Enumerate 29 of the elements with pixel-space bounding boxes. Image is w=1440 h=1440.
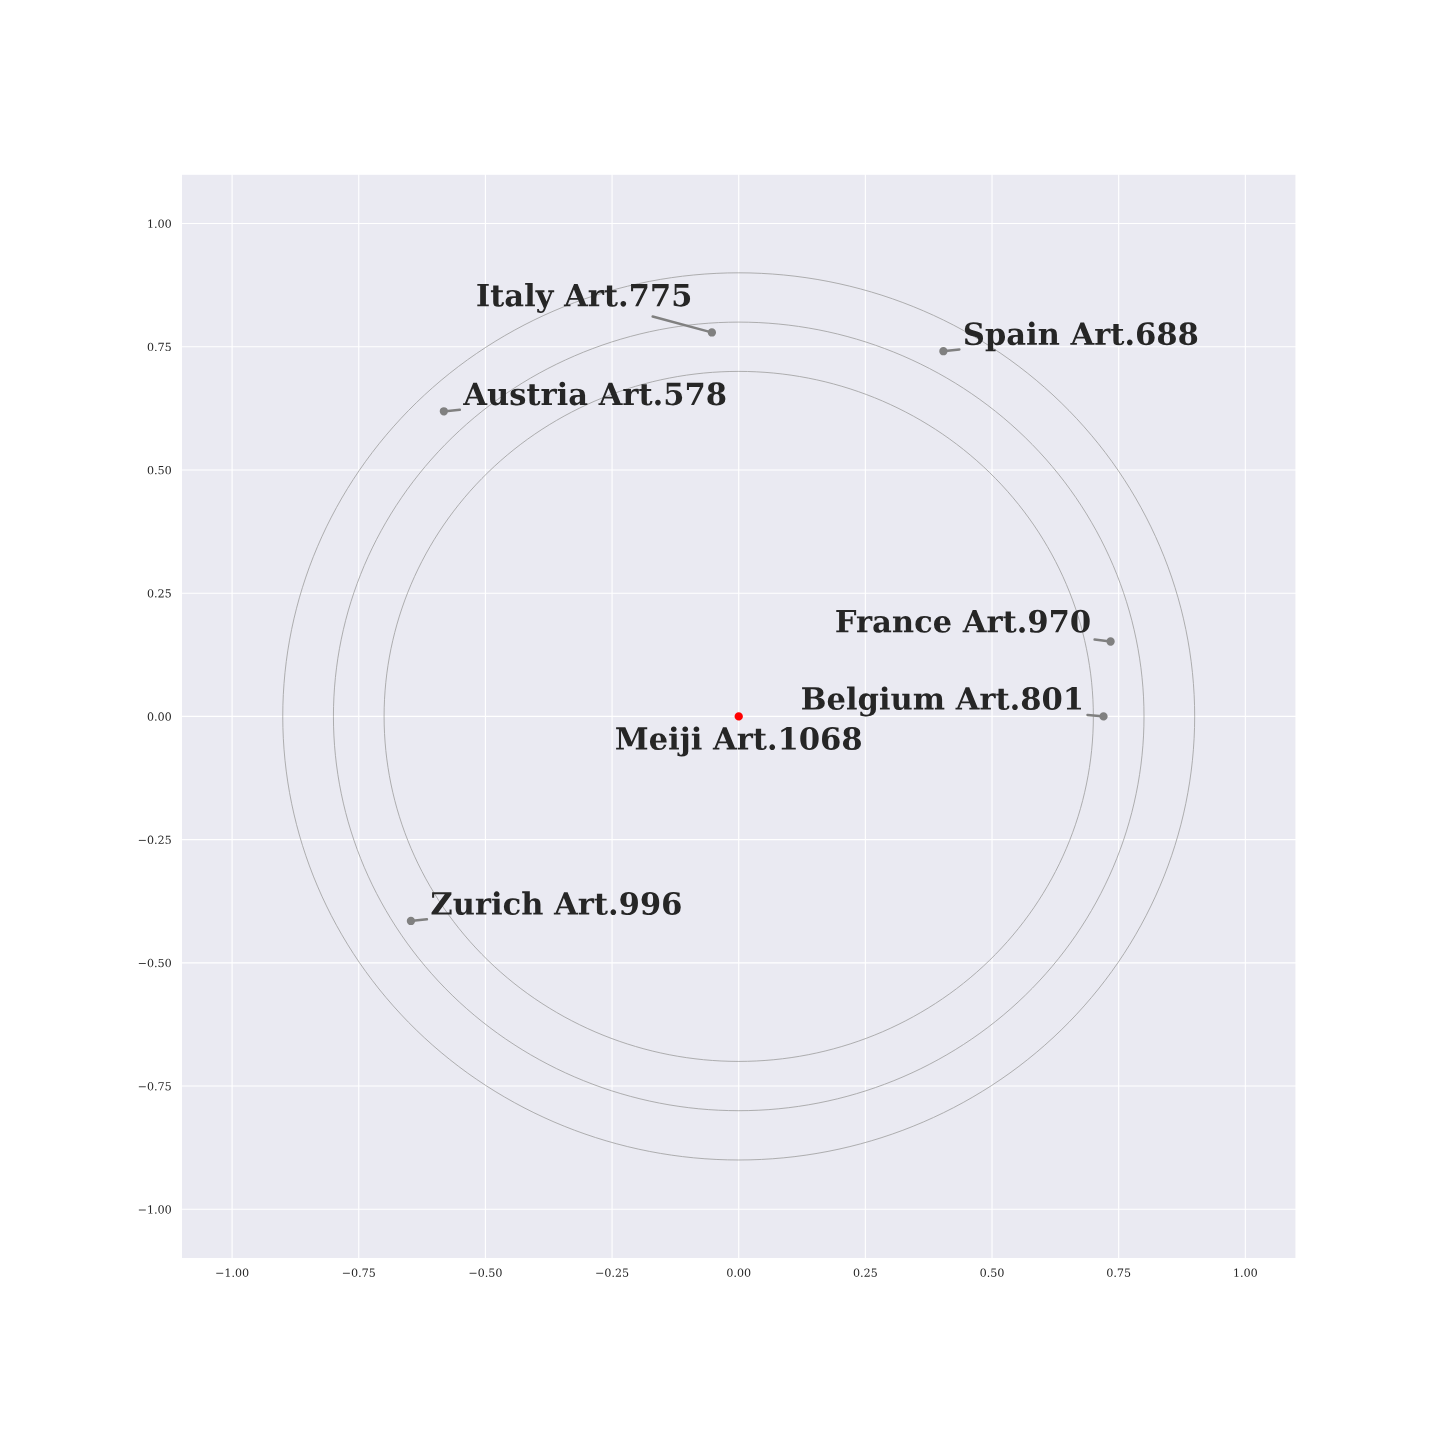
x-tick-label: −0.75 [342, 1268, 375, 1277]
y-tick-label: 1.00 [148, 219, 171, 228]
point [439, 407, 449, 416]
y-tick-label: 0.25 [147, 589, 171, 598]
y-tick-label: 0.00 [147, 712, 171, 721]
annotation: Italy Art.775 [477, 283, 691, 314]
x-tick-label: 1.00 [1234, 1268, 1257, 1277]
annotation: Belgium Art.801 [802, 686, 1081, 717]
x-tick-label: −0.50 [469, 1268, 502, 1277]
y-tick-label: 0.50 [147, 465, 171, 475]
annotation: Austria Art.578 [463, 381, 726, 406]
x-tick-label: 0.00 [727, 1268, 751, 1277]
y-tick-label: −0.75 [138, 1082, 171, 1091]
annotation: Meiji Art.1068 [616, 726, 861, 757]
y-tick-label: 0.75 [147, 342, 171, 352]
annotation: Zurich Art.996 [431, 891, 681, 916]
x-tick-label: −0.25 [596, 1268, 629, 1277]
x-tick-label: 0.75 [1107, 1268, 1131, 1277]
annotation: Spain Art.688 [964, 321, 1198, 352]
point [1099, 712, 1108, 721]
y-tick-label: −0.25 [138, 835, 171, 844]
y-tick-label: −1.00 [138, 1205, 171, 1214]
x-tick-label: −1.00 [216, 1268, 249, 1277]
x-tick-label: 0.25 [853, 1268, 877, 1277]
x-tick-label: 0.50 [980, 1268, 1004, 1277]
point [939, 347, 948, 356]
annotation: France Art.970 [836, 609, 1090, 633]
point [707, 328, 717, 337]
y-tick-label: −0.50 [138, 958, 171, 968]
